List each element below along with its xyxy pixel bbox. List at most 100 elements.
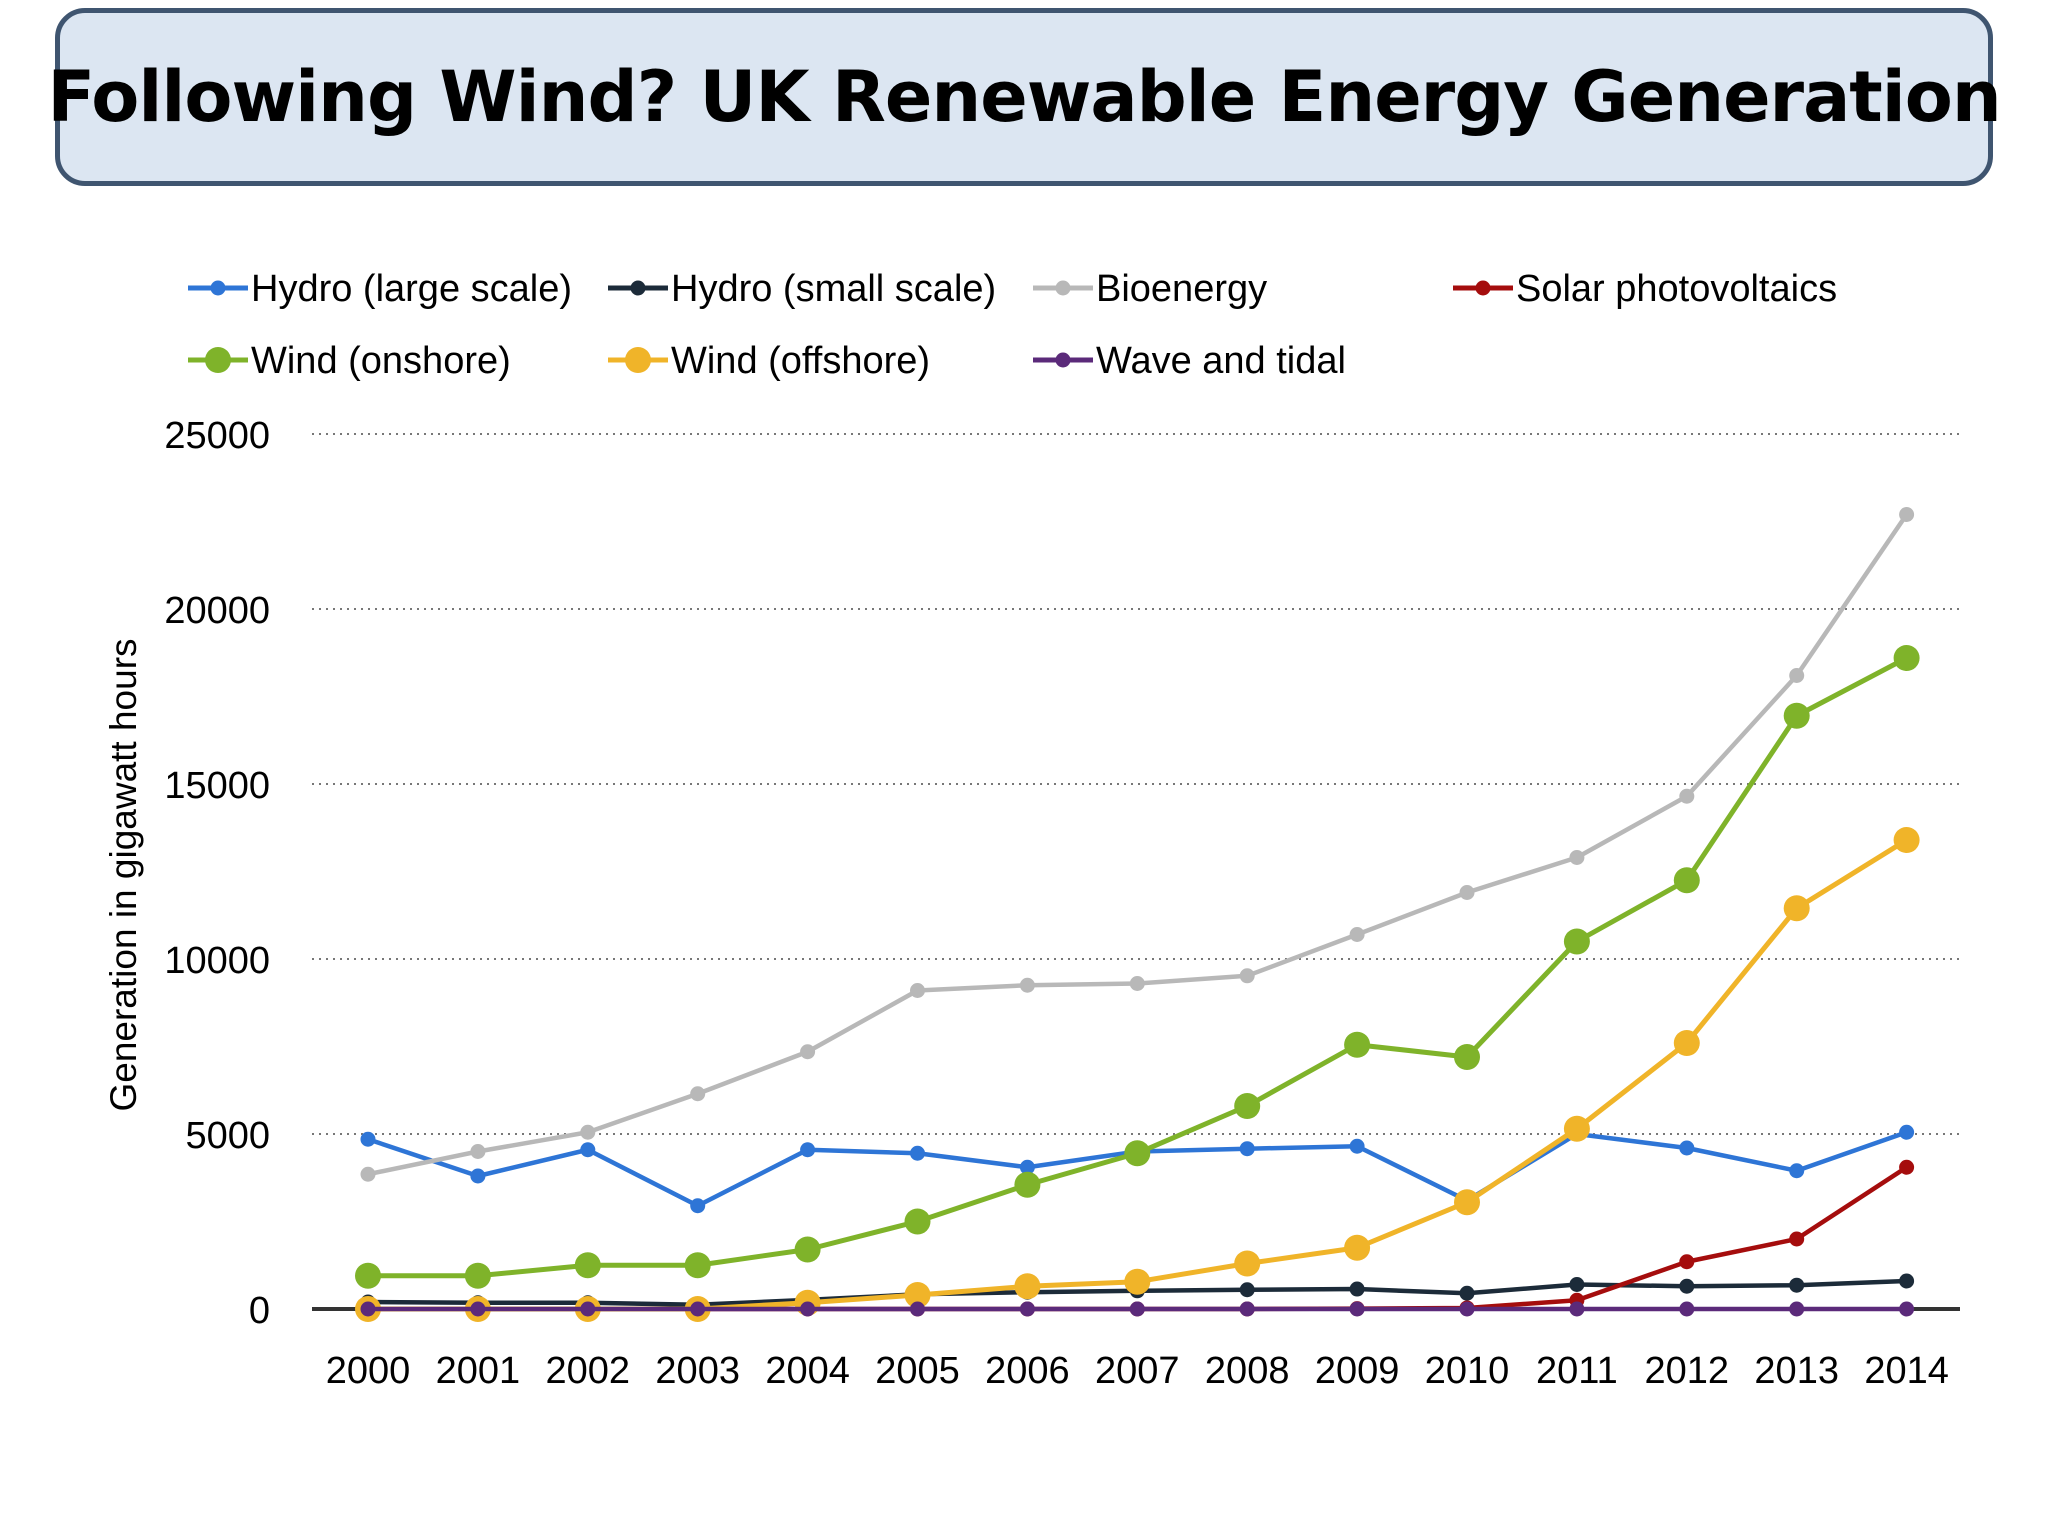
x-axis: 2000 2001 2002 2003 2004 2005 2006 2007 2008 2009… (312, 1307, 1960, 1392)
y-axis: 0 5000 10000 15000 20000 25000 (164, 415, 270, 1332)
legend-label: Bioenergy (1096, 268, 1267, 310)
data-point (1019, 1159, 1035, 1175)
legend-label: Hydro (small scale) (671, 268, 996, 310)
data-point (580, 1301, 596, 1317)
data-point (360, 1301, 376, 1317)
data-point (470, 1144, 486, 1159)
data-point (904, 1282, 931, 1308)
data-point (1899, 507, 1915, 522)
data-point (690, 1198, 706, 1214)
data-point (1344, 1031, 1371, 1058)
series-hydro-large-scale (360, 1124, 1915, 1214)
data-point (1124, 1268, 1151, 1295)
y-tick-label: 20000 (164, 590, 270, 632)
series-wind-onshore (355, 645, 1920, 1289)
y-axis-label: Generation in gigawatt hours (103, 638, 144, 1111)
data-point (1129, 976, 1145, 991)
data-point (1239, 1301, 1255, 1317)
data-point (1349, 927, 1365, 942)
legend-item: Solar photovoltaics (1453, 268, 1837, 310)
y-tick-label: 5000 (185, 1115, 270, 1157)
data-point (1239, 968, 1255, 984)
data-point (1783, 895, 1810, 922)
data-point (1899, 1159, 1915, 1175)
data-point (910, 1145, 925, 1161)
x-tick-label: 2014 (1864, 1350, 1949, 1392)
data-point (1344, 1234, 1371, 1261)
data-point (1789, 1301, 1805, 1317)
data-point (1234, 1250, 1261, 1277)
data-point (1239, 1141, 1255, 1157)
data-point (904, 1208, 931, 1235)
data-point (800, 1301, 816, 1317)
data-point (1239, 1282, 1255, 1298)
data-point (1014, 1171, 1041, 1198)
legend-marker (630, 280, 646, 296)
legend-label: Wave and tidal (1096, 340, 1346, 382)
x-tick-label: 2010 (1425, 1350, 1510, 1392)
data-point (1563, 928, 1590, 955)
data-point (1349, 1138, 1365, 1154)
y-tick-label: 25000 (164, 415, 270, 457)
data-point (690, 1086, 706, 1102)
data-point (574, 1252, 601, 1279)
data-point (1899, 1124, 1915, 1140)
data-point (360, 1166, 376, 1182)
data-point (690, 1301, 706, 1317)
series-lines (355, 507, 1920, 1322)
series-line (367, 513, 1909, 1177)
x-tick-label: 2001 (436, 1350, 521, 1392)
legend-label: Hydro (large scale) (251, 268, 572, 310)
data-point (1454, 1189, 1480, 1216)
data-point (684, 1252, 711, 1279)
data-point (1459, 885, 1475, 900)
data-point (1563, 1115, 1590, 1142)
data-point (1679, 1254, 1695, 1270)
data-point (1124, 1140, 1151, 1167)
data-point (1679, 1140, 1695, 1156)
data-point (1899, 1273, 1915, 1289)
data-point (1789, 668, 1805, 683)
x-tick-label: 2013 (1754, 1350, 1839, 1392)
data-point (1569, 1277, 1585, 1292)
data-point (355, 1262, 381, 1289)
legend-item: Hydro (small scale) (608, 268, 996, 310)
x-tick-label: 2012 (1645, 1350, 1730, 1392)
legend-marker (205, 347, 231, 373)
legend-label: Wind (offshore) (671, 340, 930, 382)
y-tick-label: 15000 (164, 765, 270, 807)
data-point (910, 983, 925, 998)
legend-marker (1055, 352, 1071, 368)
data-point (800, 1142, 816, 1158)
data-point (1783, 702, 1810, 729)
data-point (470, 1301, 486, 1317)
legend: Hydro (large scale) Hydro (small scale) Bi… (188, 268, 1837, 382)
data-point (1893, 827, 1920, 853)
legend-marker (625, 347, 651, 373)
data-point (1349, 1281, 1365, 1297)
data-point (1679, 1278, 1695, 1294)
data-point (1234, 1093, 1261, 1119)
data-point (1789, 1231, 1805, 1247)
x-tick-label: 2003 (655, 1350, 740, 1392)
chart-title: Following Wind? UK Renewable Energy Gene… (47, 56, 2001, 138)
series-bioenergy (360, 507, 1915, 1182)
data-point (1789, 1163, 1805, 1179)
data-point (1569, 850, 1585, 865)
x-tick-label: 2007 (1095, 1350, 1180, 1392)
data-point (1129, 1301, 1145, 1317)
data-point (1673, 1030, 1700, 1056)
data-point (464, 1262, 491, 1289)
data-point (1569, 1301, 1585, 1317)
x-tick-label: 2004 (765, 1350, 850, 1392)
y-tick-label: 10000 (164, 940, 270, 982)
data-point (1673, 867, 1700, 894)
data-point (1679, 788, 1695, 804)
legend-item: Wind (offshore) (608, 340, 930, 382)
legend-marker (1055, 280, 1071, 296)
series-line (368, 655, 1908, 1279)
data-point (910, 1301, 925, 1317)
legend-label: Wind (onshore) (251, 340, 511, 382)
data-point (360, 1131, 376, 1147)
data-point (580, 1142, 596, 1158)
